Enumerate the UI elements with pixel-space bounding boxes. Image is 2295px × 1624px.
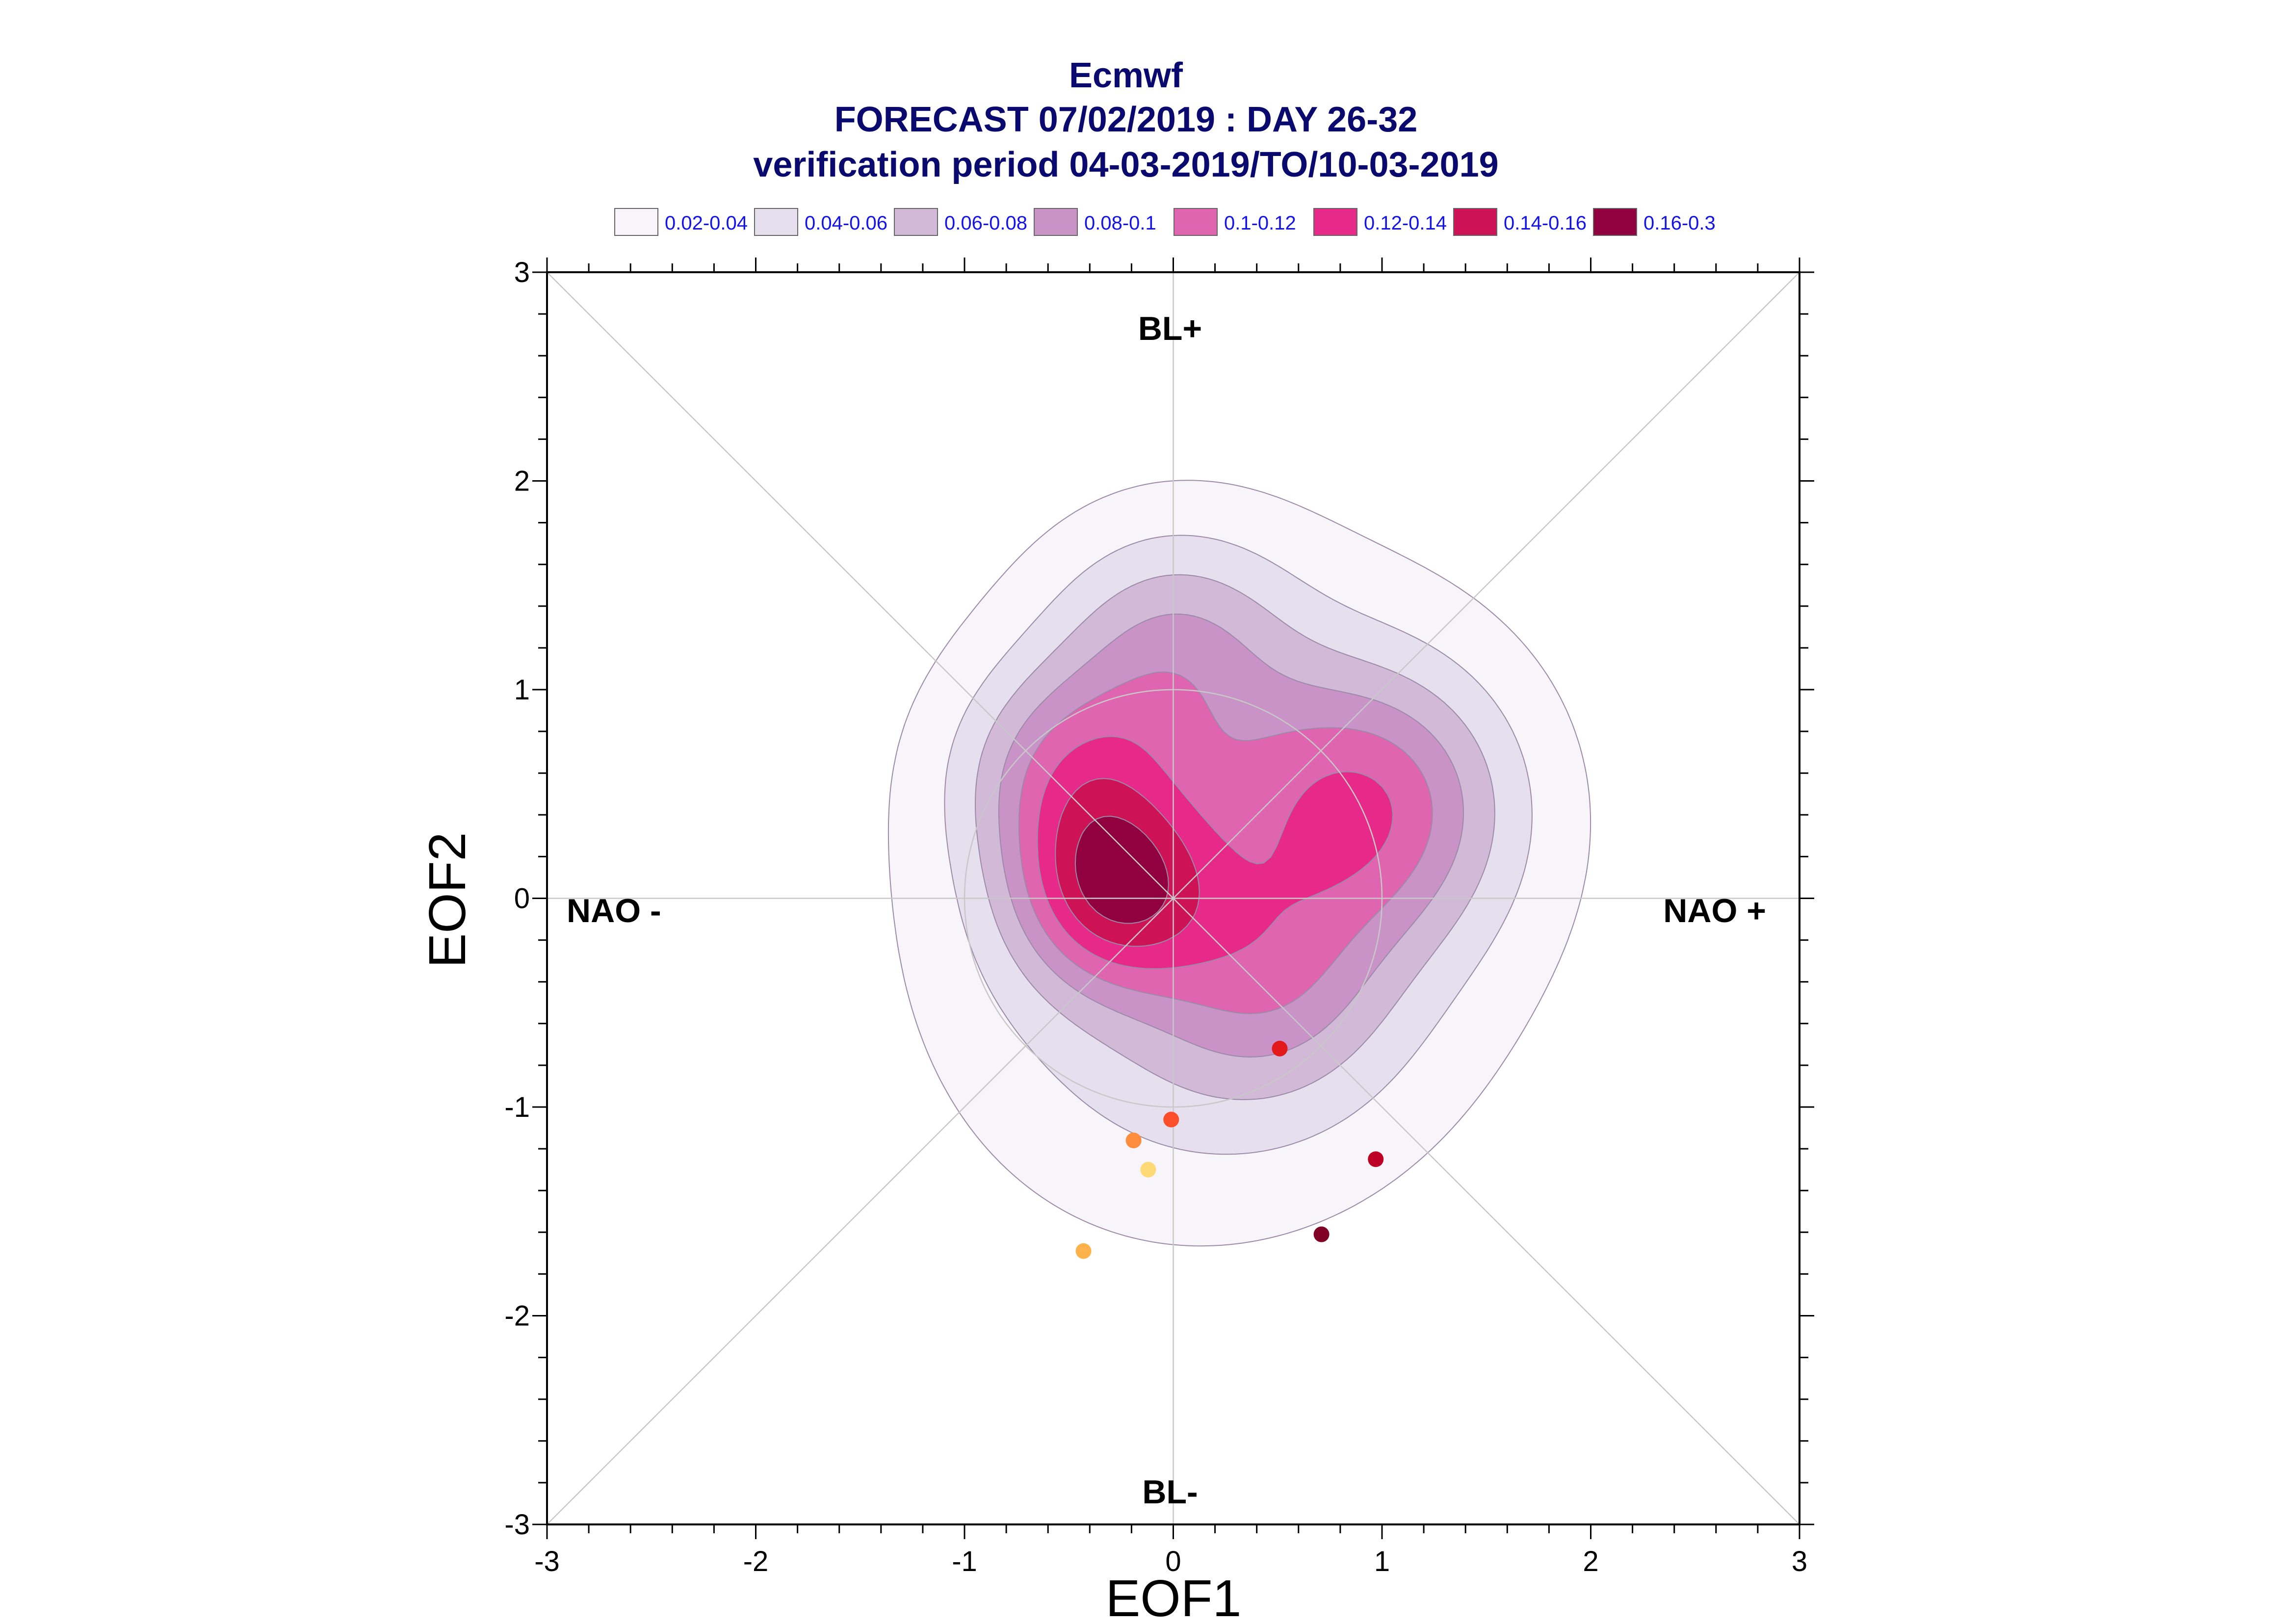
title-line-1: Ecmwf <box>1069 56 1183 95</box>
data-point <box>1125 1133 1142 1149</box>
x-axis-title: EOF1 <box>1106 1570 1242 1624</box>
legend: 0.02-0.04 0.04-0.06 0.06-0.08 0.08-0.1 0.1-0… <box>614 208 1716 236</box>
title-line-3: verification period 04-03-2019/TO/10-03-… <box>753 145 1498 184</box>
y-axis-title: EOF2 <box>418 832 476 968</box>
y-tick-label: 1 <box>514 674 530 706</box>
contour-band <box>1074 816 1169 924</box>
y-tick-label: -3 <box>504 1509 530 1541</box>
legend-swatch <box>754 208 798 236</box>
data-point <box>1140 1161 1156 1178</box>
unit-circle <box>964 689 1383 1108</box>
x-tick-label: 0 <box>1165 1546 1181 1577</box>
legend-label: 0.04-0.06 <box>805 212 887 234</box>
chart-title: Ecmwf FORECAST 07/02/2019 : DAY 26-32 ve… <box>753 56 1498 184</box>
legend-label: 0.08-0.1 <box>1084 212 1156 234</box>
legend-swatch <box>1174 208 1218 236</box>
region-label-right: NAO + <box>1663 892 1766 929</box>
data-point <box>1163 1111 1179 1128</box>
y-tick-label: 2 <box>514 465 530 497</box>
legend-label: 0.1-0.12 <box>1224 212 1296 234</box>
title-line-2: FORECAST 07/02/2019 : DAY 26-32 <box>835 100 1418 139</box>
legend-label: 0.12-0.14 <box>1364 212 1447 234</box>
legend-swatch <box>1034 208 1078 236</box>
y-tick-label: -2 <box>504 1300 530 1332</box>
guide-lines <box>547 272 1800 1525</box>
x-tick-label: 3 <box>1792 1546 1807 1577</box>
x-tick-label: 1 <box>1374 1546 1390 1577</box>
legend-swatch <box>1313 208 1357 236</box>
region-label-bottom: BL- <box>1142 1473 1198 1511</box>
x-tick-label: -1 <box>952 1546 977 1577</box>
axis-ticks: -3 -2 -1 0 1 2 3 -3 -2 -1 0 1 2 3 <box>504 257 1814 1577</box>
region-label-top: BL+ <box>1138 310 1202 347</box>
plot-area: -3 -2 -1 0 1 2 3 -3 -2 -1 0 1 2 3 <box>504 257 1814 1577</box>
data-point <box>1075 1243 1092 1259</box>
data-point <box>1368 1151 1384 1167</box>
y-tick-label: 0 <box>514 883 530 915</box>
y-tick-label: -1 <box>504 1091 530 1123</box>
data-point <box>1272 1040 1288 1057</box>
region-label-left: NAO - <box>567 892 661 929</box>
legend-swatch <box>1453 208 1497 236</box>
legend-label: 0.06-0.08 <box>944 212 1027 234</box>
legend-label: 0.02-0.04 <box>665 212 748 234</box>
x-tick-label: -3 <box>534 1546 560 1577</box>
x-tick-label: 2 <box>1583 1546 1598 1577</box>
legend-swatch <box>614 208 658 236</box>
legend-label: 0.16-0.3 <box>1643 212 1716 234</box>
density-contours <box>887 480 1591 1247</box>
x-tick-label: -2 <box>743 1546 769 1577</box>
y-tick-label: 3 <box>514 257 530 288</box>
data-point <box>1313 1226 1330 1242</box>
legend-swatch <box>894 208 938 236</box>
legend-label: 0.14-0.16 <box>1504 212 1587 234</box>
data-points <box>1075 1040 1384 1259</box>
legend-swatch <box>1593 208 1637 236</box>
